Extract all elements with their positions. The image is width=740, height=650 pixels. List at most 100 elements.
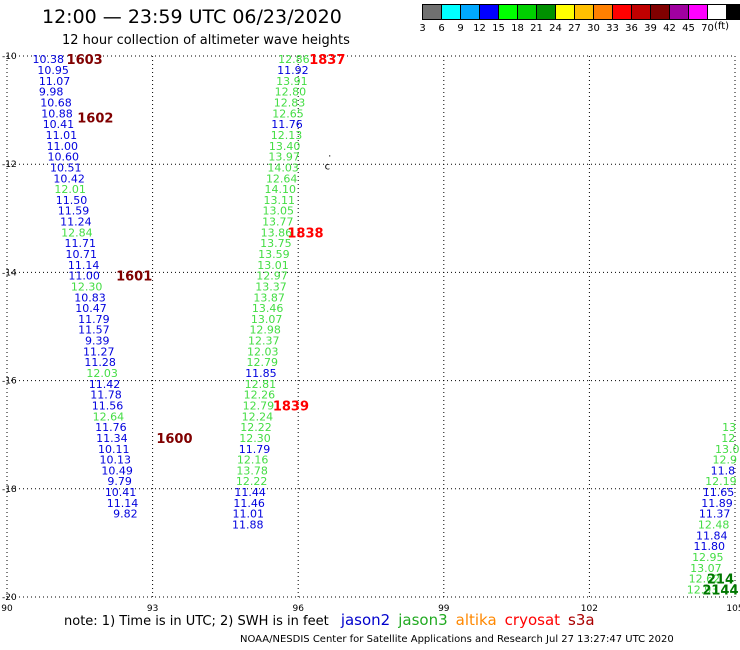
wave-height-point: 12.62 xyxy=(689,573,721,586)
color-scale-swatch xyxy=(726,4,740,20)
chart-subtitle: 12 hour collection of altimeter wave hei… xyxy=(62,33,350,48)
wave-height-point: 12.64 xyxy=(93,410,125,423)
wave-height-point: 10.51 xyxy=(50,161,82,174)
pass-time-label: 1602 xyxy=(77,112,113,127)
pass-time-label: 1600 xyxy=(156,432,192,447)
wave-height-point: 11.00 xyxy=(68,270,100,283)
color-scale-label: 18 xyxy=(511,23,524,34)
wave-height-point: 11.01 xyxy=(232,508,264,521)
wave-height-point: 12 xyxy=(721,432,735,445)
color-scale-unit: (ft) xyxy=(714,21,730,32)
color-scale-cell: 9 xyxy=(457,4,479,34)
wave-height-point: 12.01 xyxy=(54,183,86,196)
y-tick-label: -10 xyxy=(2,52,17,62)
color-scale-label: 15 xyxy=(492,23,505,34)
y-tick-label: -18 xyxy=(2,485,17,495)
wave-height-point: 10.60 xyxy=(48,151,80,164)
color-scale-label: 6 xyxy=(438,23,445,34)
wave-height-point: 12.97 xyxy=(256,270,288,283)
pass-time-label: 2144 xyxy=(702,583,738,598)
color-scale-label: 42 xyxy=(663,23,676,34)
wave-height-point: 11.84 xyxy=(696,529,728,542)
pass-time-label: 1601 xyxy=(116,270,152,285)
wave-height-point: 14.10 xyxy=(264,183,296,196)
wave-height-point: 11.78 xyxy=(90,389,122,402)
wave-height-point: 11.88 xyxy=(232,519,264,532)
wave-height-point: 13.59 xyxy=(258,248,290,261)
wave-height-point: 13.40 xyxy=(269,140,301,153)
wave-height-point: 11.56 xyxy=(92,399,124,412)
wave-height-point: 12.48 xyxy=(698,519,730,532)
wave-height-point: 10.41 xyxy=(43,118,75,131)
legend-item-altika: altika xyxy=(455,611,497,629)
wave-height-point: 12.03 xyxy=(86,367,118,380)
wave-height-point: 10.42 xyxy=(53,172,85,185)
wave-height-point: 11.92 xyxy=(277,64,309,77)
wave-height-point: 11.34 xyxy=(96,432,128,445)
wave-height-point: 10.68 xyxy=(40,97,72,110)
wave-height-point: 11.79 xyxy=(78,313,110,326)
wave-height-point: 12.30 xyxy=(71,280,103,293)
wave-height-point: 9.39 xyxy=(85,335,110,348)
color-scale-swatch xyxy=(460,4,479,20)
wave-height-point: 11.80 xyxy=(694,540,726,553)
wave-height-point: 9.82 xyxy=(113,508,138,521)
wave-height-point: 12.19 xyxy=(705,475,737,488)
wave-height-point: 12.9 xyxy=(713,454,738,467)
wave-height-point: 12.86 xyxy=(278,53,310,66)
x-tick-label: 90 xyxy=(1,604,13,614)
wave-height-point: 11.14 xyxy=(107,497,139,510)
wave-height-point: 10.49 xyxy=(101,464,133,477)
color-scale-cell: 45 xyxy=(682,4,707,34)
x-tick-label: 93 xyxy=(147,604,158,614)
wave-height-point: 12.13 xyxy=(271,129,303,142)
color-scale-swatch xyxy=(688,4,707,20)
wave-height-point: 11.00 xyxy=(47,140,79,153)
wave-height-point: 12.37 xyxy=(248,335,280,348)
y-tick-label: -20 xyxy=(2,593,17,603)
color-scale-cell: 24 xyxy=(549,4,574,34)
wave-height-point: 13.77 xyxy=(262,216,294,229)
wave-height-point: 13.91 xyxy=(276,75,308,88)
coast-marker: c xyxy=(325,162,331,173)
legend-item-cryosat: cryosat xyxy=(504,611,561,629)
wave-height-point: 13.0 xyxy=(715,443,740,456)
wave-height-point: 10.95 xyxy=(37,64,69,77)
pass-time-label: 1839 xyxy=(273,399,309,414)
wave-height-point: 11.85 xyxy=(245,367,277,380)
wave-height-point: 12.03 xyxy=(247,345,279,358)
color-scale-label: 45 xyxy=(682,23,695,34)
legend-item-jason2: jason2 xyxy=(340,611,391,629)
wave-height-point: 10.88 xyxy=(41,107,73,120)
color-scale-swatch xyxy=(498,4,517,20)
wave-height-point: 11.42 xyxy=(89,378,121,391)
wave-height-point: 11.50 xyxy=(56,194,88,207)
wave-height-point: 11.76 xyxy=(95,421,127,434)
wave-height-point: 11.37 xyxy=(699,508,731,521)
wave-height-point: 12.84 xyxy=(61,226,93,239)
wave-height-point: 10.71 xyxy=(66,248,98,261)
x-tick-label: 96 xyxy=(292,604,304,614)
color-scale-cell: 6 xyxy=(438,4,460,34)
wave-height-point: 11.01 xyxy=(46,129,78,142)
color-scale-swatch xyxy=(669,4,688,20)
y-tick-label: -16 xyxy=(2,377,17,387)
color-scale-cell: 39 xyxy=(644,4,669,34)
color-scale-cell: 18 xyxy=(511,4,536,34)
pass-time-label: 1603 xyxy=(67,53,103,68)
color-scale-cell: 27 xyxy=(568,4,593,34)
wave-height-point: 12.64 xyxy=(266,172,298,185)
wave-height-point: 11.76 xyxy=(271,118,303,131)
legend-note: note: 1) Time is in UTC; 2) SWH is in fe… xyxy=(64,614,329,629)
color-scale-cell: 21 xyxy=(530,4,555,34)
color-scale-swatch xyxy=(441,4,460,20)
pass-time-label: 1837 xyxy=(309,53,345,68)
color-scale-cell: 42 xyxy=(663,4,688,34)
wave-height-point: 12.79 xyxy=(247,356,279,369)
x-tick-label: 105 xyxy=(726,604,740,614)
wave-height-point: 13.37 xyxy=(255,280,287,293)
wave-height-point: 10.83 xyxy=(74,291,106,304)
color-scale-cell xyxy=(726,4,740,34)
wave-height-point: 11.07 xyxy=(39,75,71,88)
